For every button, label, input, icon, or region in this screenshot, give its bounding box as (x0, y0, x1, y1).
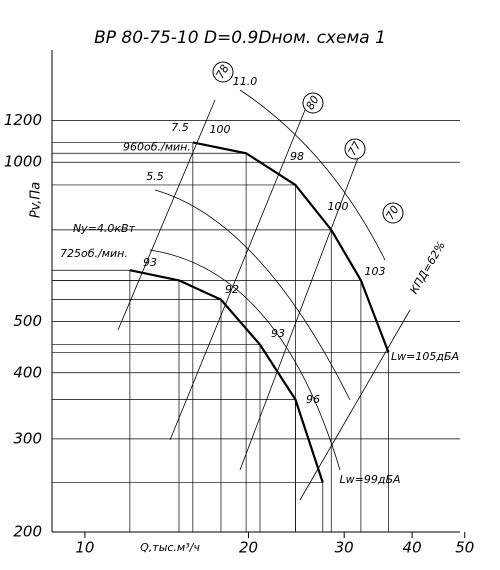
annotation: 100 (328, 200, 349, 213)
annotation: 92 (225, 283, 239, 296)
y-tick-label: 1000 (4, 153, 42, 171)
x-tick-label: 40 (403, 539, 422, 557)
x-tick-label: 50 (455, 539, 474, 557)
series-line (129, 269, 324, 483)
annotation: 70 (383, 203, 401, 222)
annotation: 7.5 (171, 121, 189, 134)
annotation: 80 (303, 93, 321, 112)
x-tick-label: 20 (239, 539, 258, 557)
annotation: 98 (290, 150, 304, 163)
annotation: 100 (210, 123, 231, 136)
annotation: 96 (306, 393, 320, 406)
series-label: 960об./мин. (123, 140, 191, 153)
x-tick-label: 30 (335, 539, 354, 557)
annotation: Lw=99дБА (339, 473, 400, 486)
series-line (192, 141, 390, 353)
annotation: 11.0 (233, 75, 258, 88)
y-tick-label: 1200 (4, 111, 42, 129)
series-label: 725об./мин. (60, 247, 128, 260)
y-tick-label: 300 (13, 429, 42, 447)
annotation: Ny=4.0кВт (73, 222, 136, 235)
y-tick-label: 500 (13, 312, 42, 330)
chart-title: ВР 80-75-10 D=0.9Dном. схема 1 (94, 28, 386, 48)
annotation: 77 (345, 139, 363, 158)
y-axis-label: Pv,Па (29, 182, 44, 218)
marker-circle (344, 138, 366, 160)
annotation: 103 (365, 265, 386, 278)
marker-circle (212, 61, 234, 83)
annotation: Lw=105дБА (391, 350, 459, 363)
y-tick-label: 200 (13, 523, 42, 541)
annotation: 93 (143, 256, 157, 269)
annotation: 78 (213, 62, 231, 81)
x-axis-label: Q,тыс.м³/ч (140, 541, 200, 554)
marker-circle (382, 202, 404, 224)
annotation: КПД=62% (407, 239, 447, 296)
marker-circle (302, 92, 324, 114)
y-tick-label: 400 (13, 363, 42, 381)
annotation: 5.5 (146, 170, 164, 183)
x-tick-label: 10 (75, 539, 94, 557)
annotation: 93 (271, 327, 285, 340)
